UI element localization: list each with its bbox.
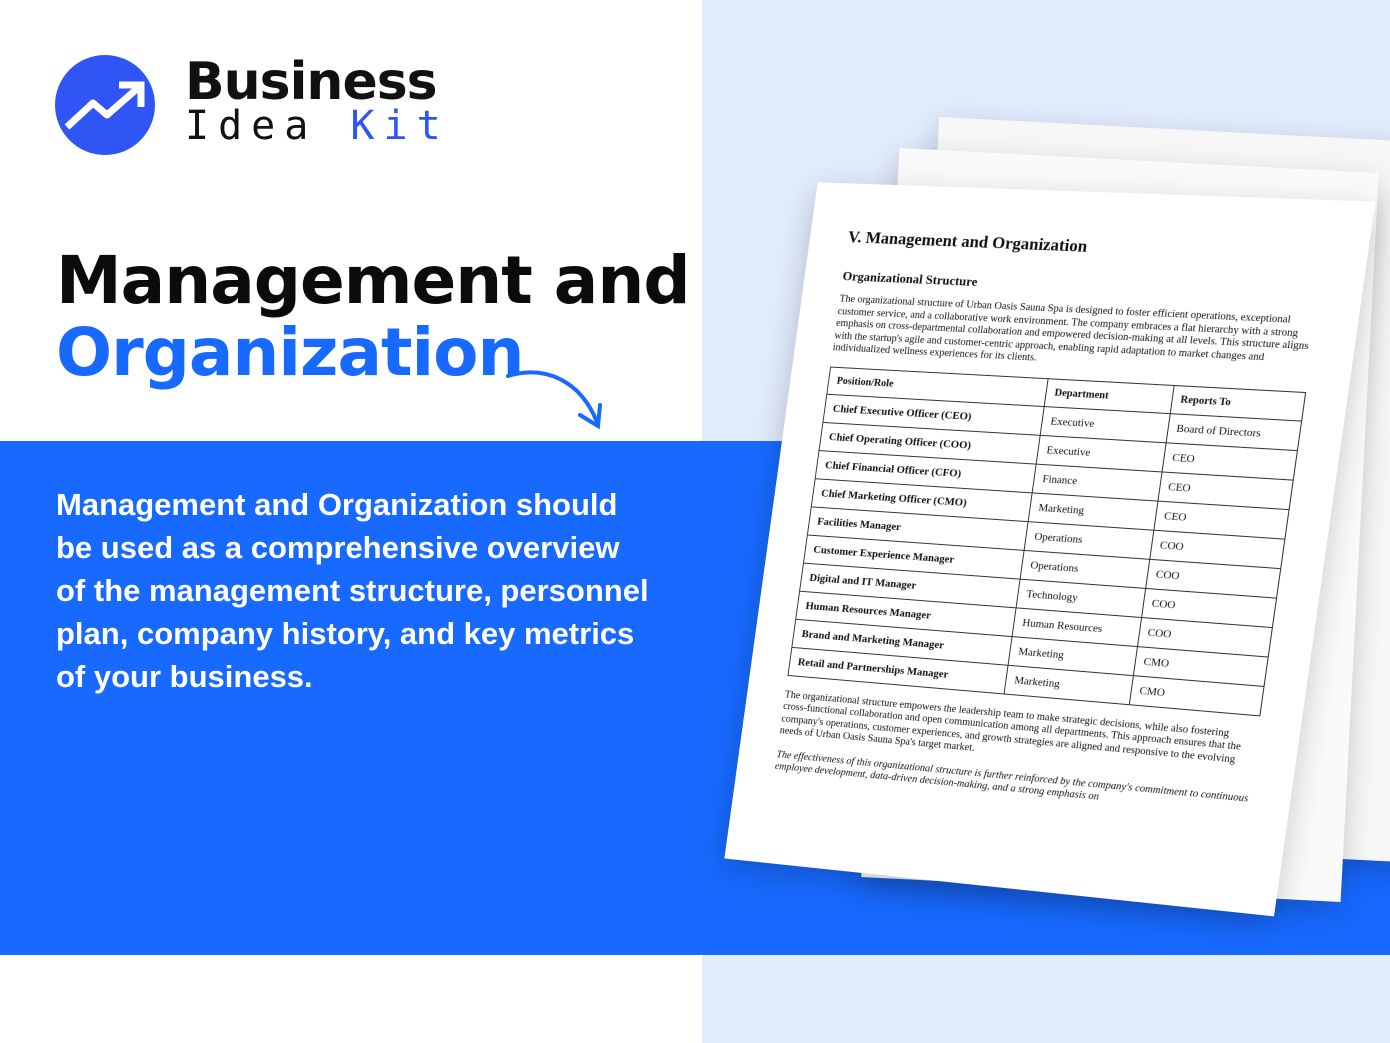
title-line2: Organization bbox=[56, 314, 524, 391]
logo-chart-icon bbox=[55, 55, 155, 155]
page-title: Management and Organization bbox=[56, 242, 691, 391]
org-table: Position/Role Department Reports To Chie… bbox=[787, 366, 1306, 716]
doc-title: V. Management and Organization bbox=[846, 227, 1089, 256]
logo-kit: Kit bbox=[350, 103, 450, 149]
logo-business: Business bbox=[185, 52, 438, 112]
curved-arrow-icon bbox=[506, 370, 602, 430]
title-line1: Management and bbox=[56, 242, 691, 319]
document-page-front: V. Management and Organization Organizat… bbox=[724, 182, 1376, 917]
doc-intro: The organizational structure of Urban Oa… bbox=[832, 293, 1310, 364]
logo-idea: Idea bbox=[185, 103, 351, 149]
logo-idea-kit: Idea Kit bbox=[185, 103, 450, 149]
description: Management and Organization should be us… bbox=[56, 487, 649, 694]
